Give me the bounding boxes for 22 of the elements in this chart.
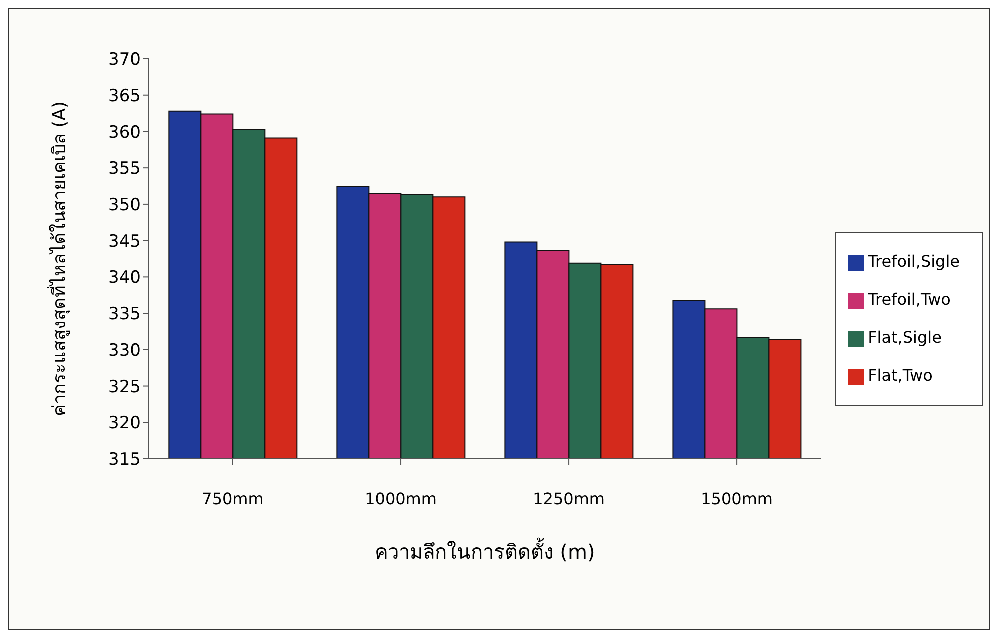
x-tick-label: 750mm [202,489,264,508]
y-tick-label: 335 [108,304,141,325]
y-tick-label: 340 [108,268,141,288]
x-tick-label: 1250mm [533,489,605,508]
y-tick-label: 330 [108,340,141,361]
y-tick-label: 365 [108,86,141,106]
y-tick-label: 345 [108,232,141,252]
y-tick-label: 350 [108,195,141,216]
x-tick-label: 1000mm [365,489,437,508]
y-axis-title: ค่ากระแสสูงสุดที่ไหลได้ในสายเคเบิล (A) [46,101,70,417]
legend-label: Trefoil,Two [868,290,951,309]
y-tick-label: 370 [108,50,141,70]
y-tick-label: 360 [108,122,141,143]
x-axis-title: ความลึกในการติดตั้ง (m) [374,538,596,564]
legend-label: Flat,Two [868,366,933,385]
legend-label: Flat,Sigle [868,328,942,347]
y-tick-label: 320 [108,414,141,434]
y-tick-label: 315 [108,450,141,470]
legend-label: Trefoil,Sigle [868,252,960,271]
y-tick-label: 325 [108,377,141,398]
y-tick-label: 355 [108,159,141,180]
x-tick-label: 1500mm [701,489,773,508]
